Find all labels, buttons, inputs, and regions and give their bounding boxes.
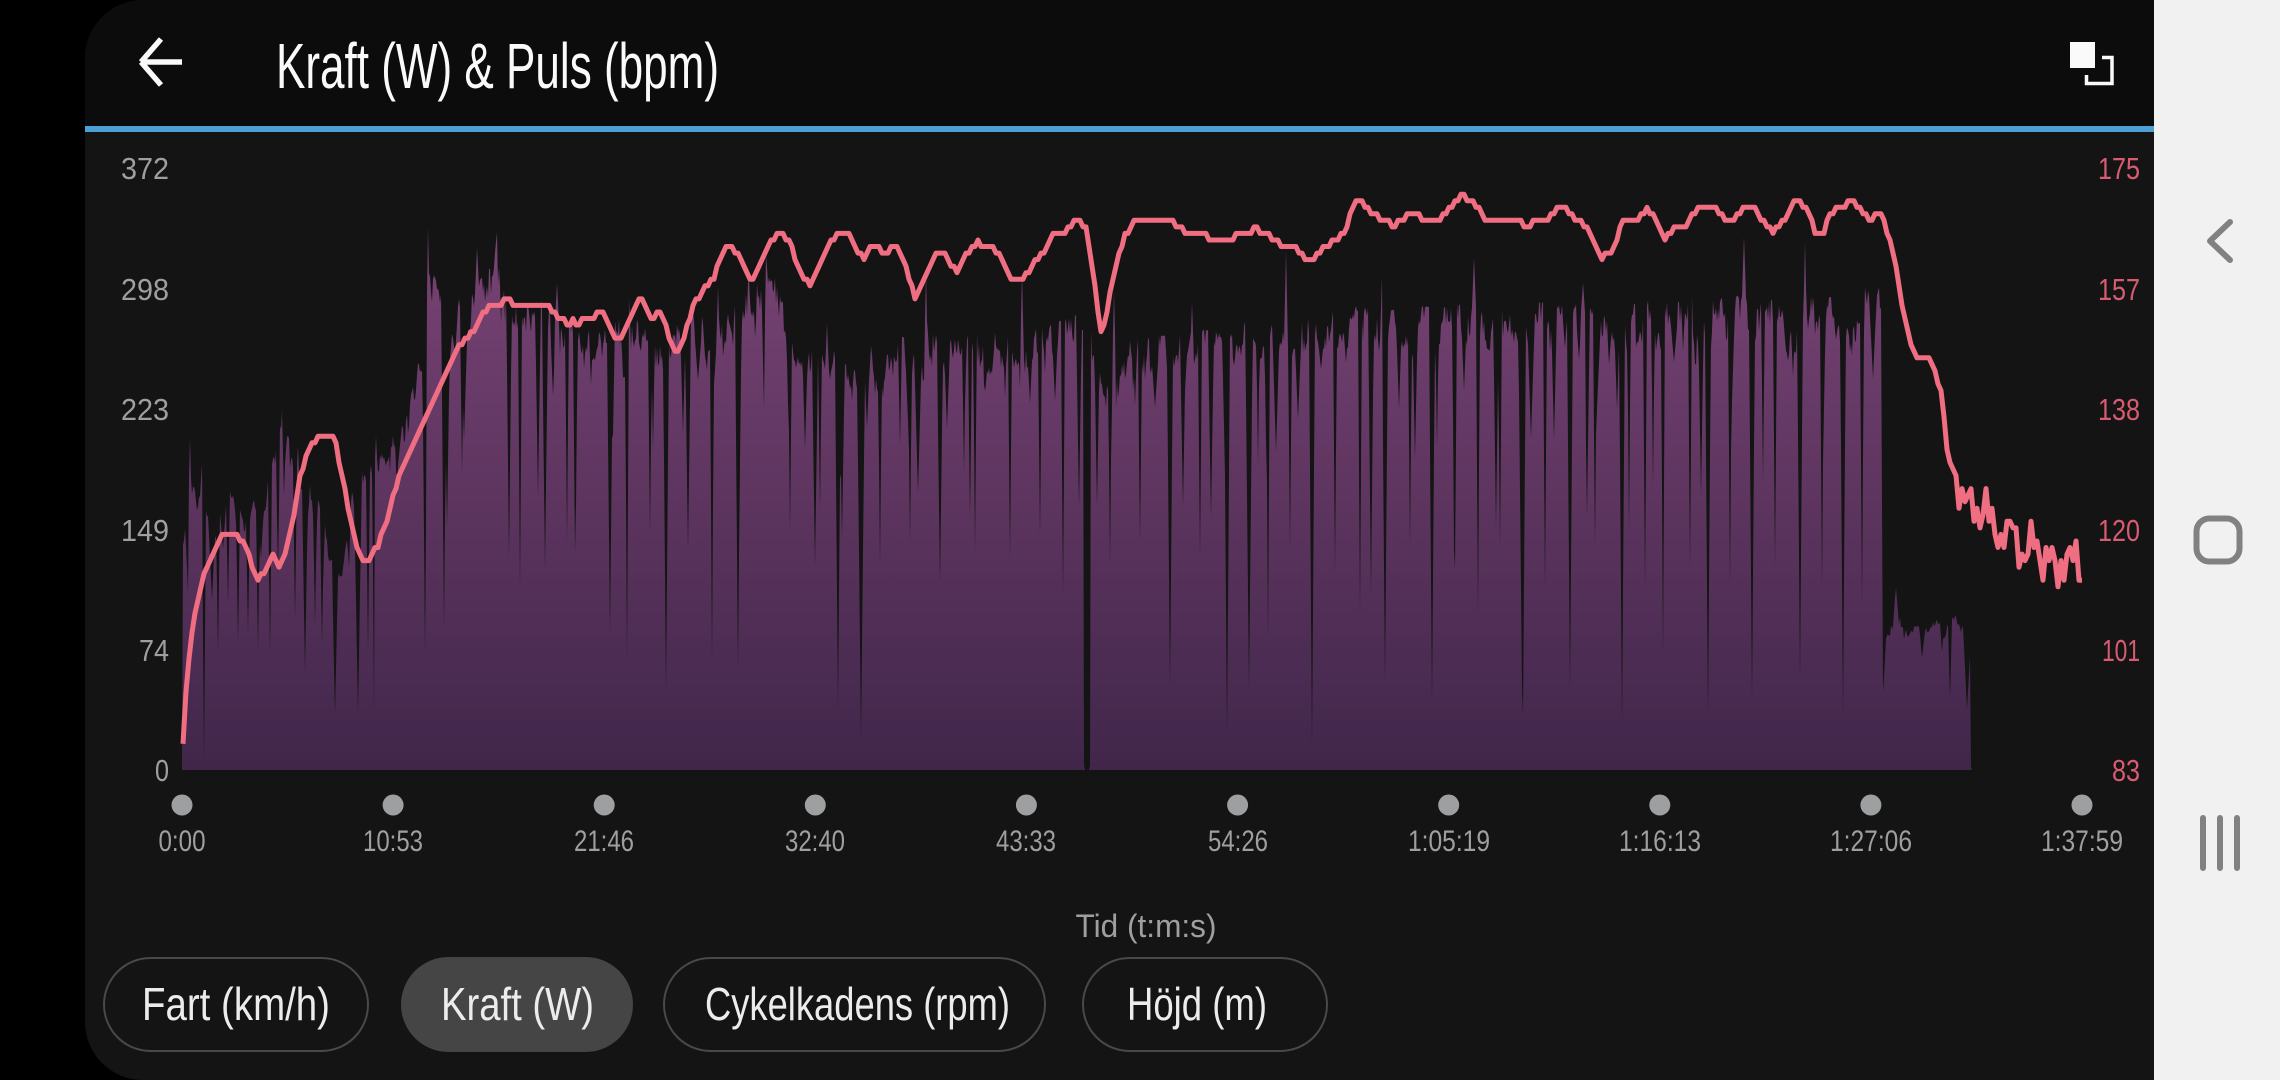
svg-text:101: 101 [2102, 633, 2140, 668]
svg-text:0: 0 [155, 753, 169, 788]
svg-text:83: 83 [2112, 753, 2140, 788]
svg-text:223: 223 [121, 392, 169, 427]
svg-text:1:16:13: 1:16:13 [1619, 825, 1701, 858]
svg-text:32:40: 32:40 [785, 825, 845, 858]
svg-text:Cykelkadens (rpm): Cykelkadens (rpm) [705, 978, 1010, 1030]
svg-text:175: 175 [2098, 151, 2140, 186]
svg-text:74: 74 [139, 633, 169, 668]
svg-text:Höjd (m): Höjd (m) [1127, 978, 1267, 1030]
svg-text:120: 120 [2098, 513, 2140, 548]
svg-text:43:33: 43:33 [996, 825, 1056, 858]
svg-text:10:53: 10:53 [363, 825, 423, 858]
svg-text:54:26: 54:26 [1208, 825, 1268, 858]
svg-text:Tid (t:m:s): Tid (t:m:s) [1076, 908, 1217, 944]
svg-text:149: 149 [121, 513, 169, 548]
svg-text:298: 298 [121, 272, 169, 307]
svg-text:1:05:19: 1:05:19 [1408, 825, 1490, 858]
svg-text:Fart (km/h): Fart (km/h) [142, 978, 330, 1030]
svg-text:372: 372 [121, 151, 169, 186]
svg-text:21:46: 21:46 [574, 825, 634, 858]
svg-text:Kraft (W): Kraft (W) [441, 978, 594, 1030]
svg-text:1:27:06: 1:27:06 [1830, 825, 1912, 858]
svg-text:0:00: 0:00 [159, 825, 206, 858]
svg-text:157: 157 [2098, 272, 2140, 307]
svg-text:138: 138 [2098, 392, 2140, 427]
svg-text:Kraft (W) & Puls (bpm): Kraft (W) & Puls (bpm) [276, 30, 719, 102]
svg-text:1:37:59: 1:37:59 [2041, 825, 2123, 858]
